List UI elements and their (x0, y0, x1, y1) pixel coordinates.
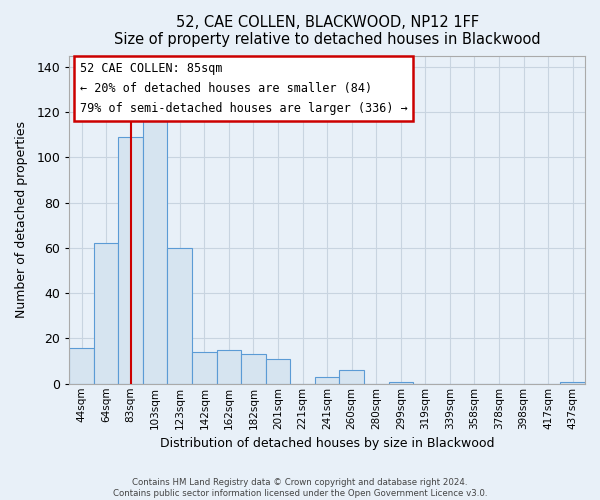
Bar (560, 382, 585, 384)
Bar (315, 377, 340, 384)
Bar (241, 354, 266, 384)
Bar (118, 137, 143, 384)
Bar (266, 359, 290, 384)
Bar (69, 348, 94, 384)
Text: 52 CAE COLLEN: 85sqm
← 20% of detached houses are smaller (84)
79% of semi-detac: 52 CAE COLLEN: 85sqm ← 20% of detached h… (80, 62, 407, 115)
Title: 52, CAE COLLEN, BLACKWOOD, NP12 1FF
Size of property relative to detached houses: 52, CAE COLLEN, BLACKWOOD, NP12 1FF Size… (114, 15, 541, 48)
X-axis label: Distribution of detached houses by size in Blackwood: Distribution of detached houses by size … (160, 437, 494, 450)
Bar (389, 382, 413, 384)
Bar (143, 121, 167, 384)
Bar (167, 248, 192, 384)
Text: Contains HM Land Registry data © Crown copyright and database right 2024.
Contai: Contains HM Land Registry data © Crown c… (113, 478, 487, 498)
Bar (217, 350, 241, 384)
Bar (192, 352, 217, 384)
Y-axis label: Number of detached properties: Number of detached properties (15, 121, 28, 318)
Bar (340, 370, 364, 384)
Bar (94, 244, 118, 384)
